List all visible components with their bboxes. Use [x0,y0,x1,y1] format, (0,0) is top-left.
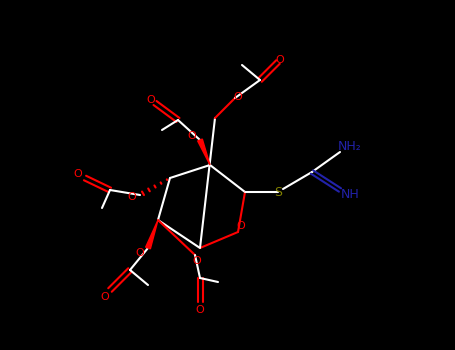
Polygon shape [146,220,158,249]
Text: O: O [147,95,155,105]
Polygon shape [197,139,210,165]
Text: O: O [101,292,109,302]
Text: S: S [274,186,282,198]
Text: O: O [276,55,284,65]
Text: NH: NH [341,189,359,202]
Text: O: O [233,92,243,102]
Text: O: O [196,305,204,315]
Text: O: O [187,131,197,141]
Text: NH₂: NH₂ [338,140,362,154]
Text: O: O [237,221,245,231]
Text: O: O [74,169,82,179]
Text: O: O [192,256,202,266]
Text: O: O [127,192,136,202]
Text: O: O [136,248,144,258]
